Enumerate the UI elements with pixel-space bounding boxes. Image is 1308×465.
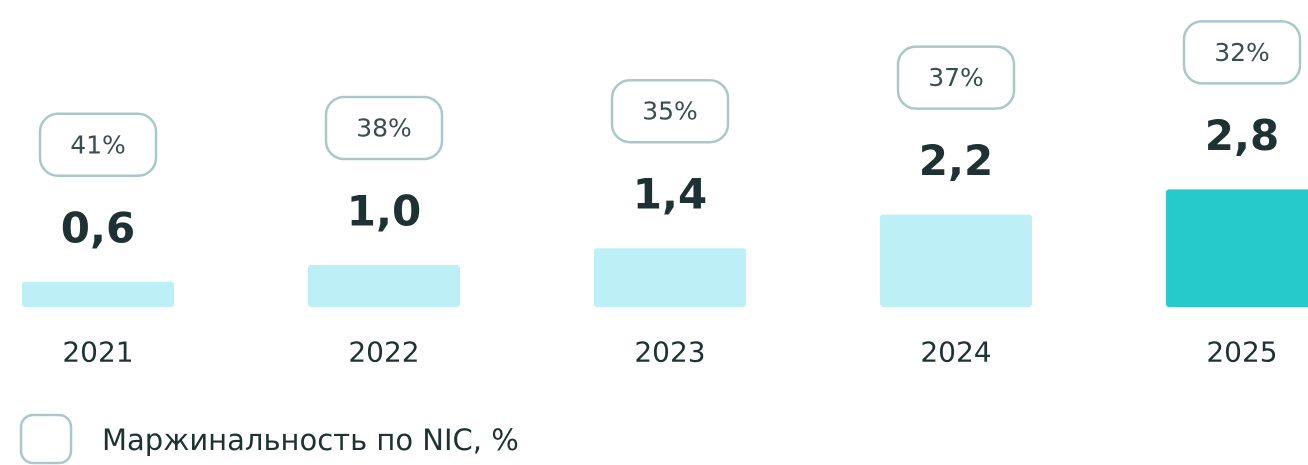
x-tick-label: 2025 bbox=[1206, 336, 1277, 369]
margin-label: 32% bbox=[1214, 38, 1270, 67]
value-label: 1,4 bbox=[633, 170, 707, 219]
legend-swatch bbox=[19, 413, 73, 465]
x-tick-label: 2023 bbox=[634, 336, 705, 369]
value-label: 1,0 bbox=[347, 187, 421, 236]
margin-box bbox=[1182, 20, 1302, 85]
value-label: 2,2 bbox=[919, 136, 993, 185]
margin-box bbox=[38, 112, 158, 178]
margin-label: 38% bbox=[356, 114, 412, 143]
margin-box bbox=[324, 95, 444, 161]
bar bbox=[594, 248, 746, 307]
bar bbox=[22, 281, 174, 307]
x-tick-label: 2022 bbox=[348, 336, 419, 369]
margin-box bbox=[610, 78, 730, 144]
x-tick-label: 2021 bbox=[62, 336, 133, 369]
bar bbox=[880, 214, 1032, 307]
legend-label: Маржинальность по NIC, % bbox=[102, 423, 519, 457]
margin-box bbox=[896, 45, 1016, 110]
bar bbox=[308, 265, 460, 307]
value-label: 0,6 bbox=[61, 203, 135, 252]
margin-label: 37% bbox=[928, 63, 984, 92]
margin-label: 35% bbox=[642, 97, 698, 126]
margin-label: 41% bbox=[70, 130, 126, 159]
x-tick-label: 2024 bbox=[920, 336, 991, 369]
bar bbox=[1166, 189, 1308, 307]
value-label: 2,8 bbox=[1205, 111, 1279, 160]
